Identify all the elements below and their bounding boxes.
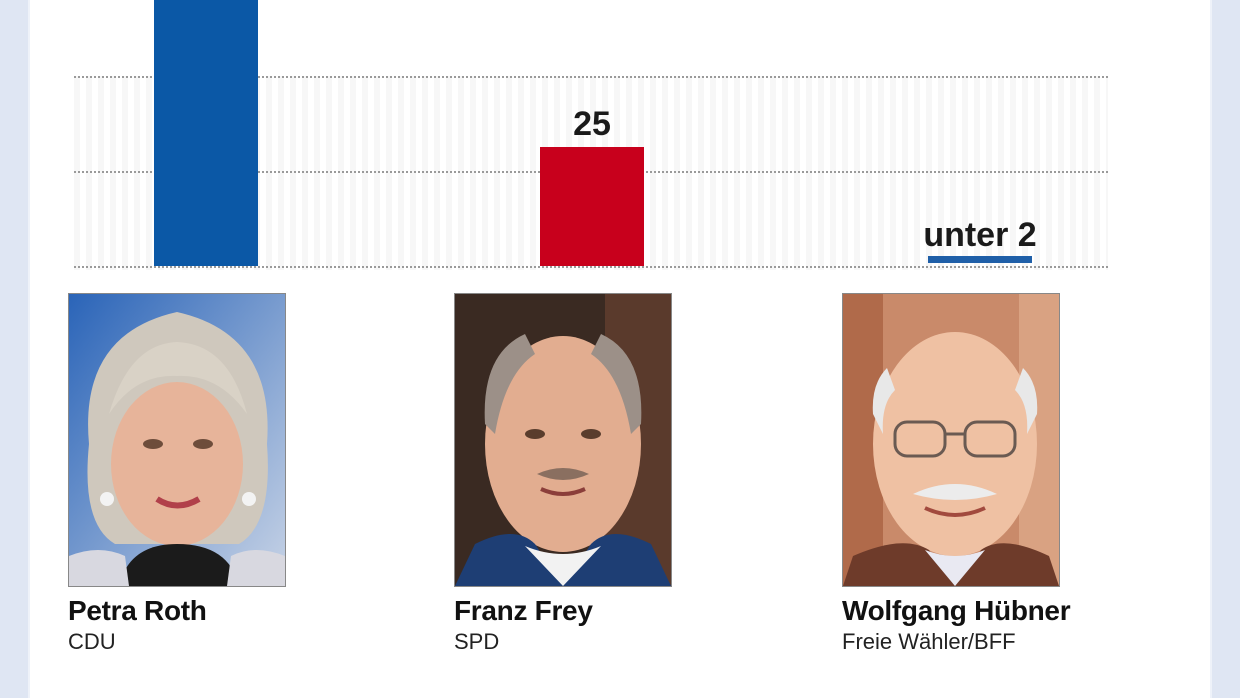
candidate-party: SPD: [454, 629, 500, 654]
gridline: [74, 76, 1108, 78]
chart-panel: 25 unter 2: [30, 0, 1210, 698]
candidate-franz-frey: Franz Frey SPD: [454, 293, 694, 655]
portrait-woman-icon: [68, 293, 286, 587]
portrait-man-icon: [454, 293, 672, 587]
candidate-party: Freie Wähler/BFF: [842, 629, 1016, 654]
bar-wolfgang-huebner: [928, 256, 1032, 263]
candidate-wolfgang-huebner: Wolfgang Hübner Freie Wähler/BFF: [842, 293, 1082, 655]
baseline: [74, 266, 1108, 268]
portrait-man-glasses-icon: [842, 293, 1060, 587]
candidate-petra-roth: Petra Roth CDU: [68, 293, 308, 655]
value-label-wolfgang-huebner: unter 2: [923, 216, 1037, 254]
candidate-name: Petra Roth: [68, 595, 207, 626]
bar-franz-frey: [540, 147, 644, 266]
candidate-name: Franz Frey: [454, 595, 593, 626]
bar-petra-roth: [154, 0, 258, 266]
candidate-party: CDU: [68, 629, 116, 654]
value-label-franz-frey: 25: [573, 105, 611, 144]
candidate-name: Wolfgang Hübner: [842, 595, 1071, 626]
plot-area: 25 unter 2: [74, 0, 1108, 270]
